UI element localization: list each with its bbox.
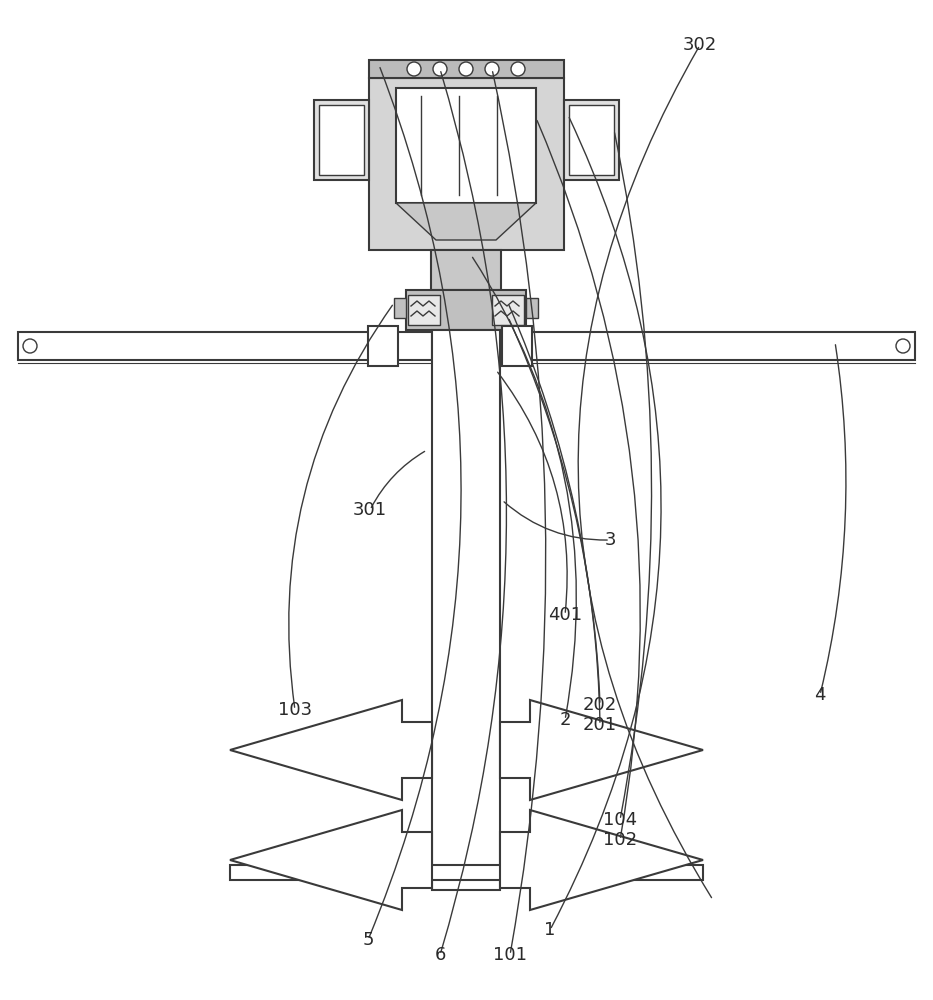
- Circle shape: [459, 62, 473, 76]
- Bar: [368, 326, 398, 366]
- Text: 103: 103: [278, 701, 312, 719]
- Bar: [314, 100, 369, 180]
- Circle shape: [485, 62, 499, 76]
- Text: 3: 3: [605, 531, 616, 549]
- Circle shape: [896, 339, 910, 353]
- Polygon shape: [500, 810, 703, 910]
- Bar: [319, 105, 364, 175]
- Bar: [406, 290, 526, 330]
- Text: 4: 4: [815, 686, 826, 704]
- Bar: [569, 105, 614, 175]
- Bar: [500, 332, 915, 360]
- Text: 104: 104: [603, 811, 637, 829]
- Bar: [408, 295, 440, 325]
- Text: 6: 6: [435, 946, 446, 964]
- Bar: [564, 100, 619, 180]
- Text: 201: 201: [583, 716, 617, 734]
- Bar: [502, 326, 532, 366]
- Bar: [432, 330, 500, 890]
- Bar: [369, 60, 564, 78]
- Text: 301: 301: [353, 501, 387, 519]
- Polygon shape: [396, 203, 536, 240]
- Bar: [18, 332, 432, 360]
- Circle shape: [511, 62, 525, 76]
- Bar: [492, 295, 524, 325]
- Text: 401: 401: [548, 606, 582, 624]
- Bar: [369, 78, 564, 250]
- Bar: [526, 298, 538, 318]
- Circle shape: [407, 62, 421, 76]
- Bar: [394, 298, 406, 318]
- Polygon shape: [230, 700, 432, 800]
- Text: 101: 101: [493, 946, 527, 964]
- Text: 1: 1: [544, 921, 556, 939]
- Bar: [396, 88, 536, 203]
- Bar: [230, 865, 703, 880]
- Text: 102: 102: [603, 831, 637, 849]
- Circle shape: [433, 62, 447, 76]
- Text: 5: 5: [362, 931, 374, 949]
- Circle shape: [23, 339, 37, 353]
- Polygon shape: [230, 810, 432, 910]
- Text: 202: 202: [583, 696, 617, 714]
- Polygon shape: [500, 700, 703, 800]
- Text: 2: 2: [559, 711, 571, 729]
- Text: 302: 302: [683, 36, 717, 54]
- Bar: [431, 250, 501, 290]
